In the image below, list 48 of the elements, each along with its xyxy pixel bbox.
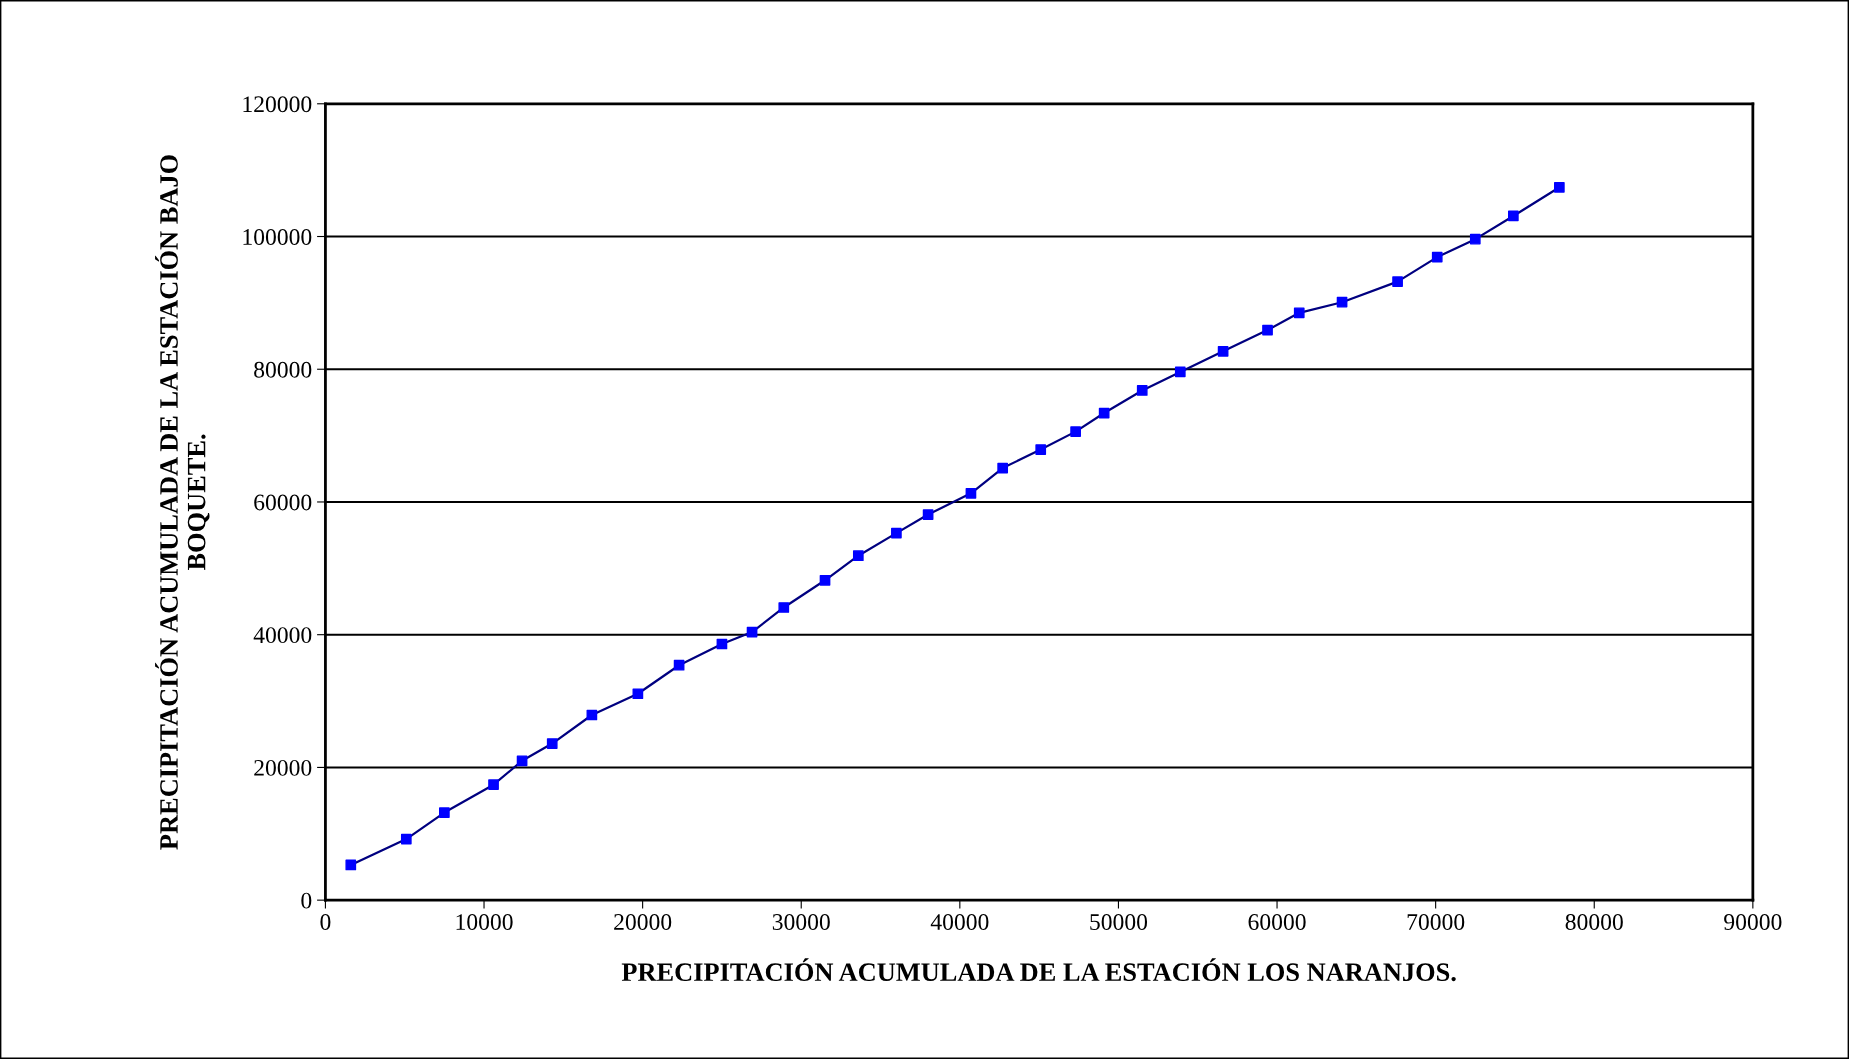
point xyxy=(1336,296,1348,308)
point xyxy=(852,550,864,562)
x-tick-label: 50000 xyxy=(1090,914,1148,930)
point xyxy=(819,574,831,586)
x-tick-label: 10000 xyxy=(456,914,513,930)
point xyxy=(1035,444,1047,455)
point xyxy=(1136,385,1148,396)
point xyxy=(488,779,499,791)
x-tick-label: 40000 xyxy=(930,914,989,930)
point xyxy=(965,487,977,499)
y-tick-label: 20000 xyxy=(254,759,312,776)
point xyxy=(1508,210,1519,222)
point xyxy=(1554,182,1565,193)
point xyxy=(632,688,644,700)
point xyxy=(439,807,450,818)
point xyxy=(1070,426,1081,437)
x-tick-label: 70000 xyxy=(1407,914,1465,930)
x-tick-label: 60000 xyxy=(1248,914,1306,930)
point xyxy=(673,659,685,671)
point xyxy=(997,462,1009,474)
x-tick-label: 30000 xyxy=(772,914,830,930)
point xyxy=(1431,251,1443,263)
y-tick-label: 100000 xyxy=(243,229,312,245)
point xyxy=(1098,407,1110,419)
x-tick-label: 80000 xyxy=(1565,914,1623,930)
y-tick-label: 120000 xyxy=(243,96,312,113)
point xyxy=(345,859,357,871)
y-axis-title: PRECIPITACIÓN ACUMULADA DE LA ESTACIÓN BAJO BOQUETE. xyxy=(155,155,210,850)
point xyxy=(1174,366,1186,378)
point xyxy=(922,509,934,520)
x-tick-label: 0 xyxy=(320,914,331,930)
point xyxy=(1392,276,1403,287)
point xyxy=(400,833,412,845)
x-axis-title: PRECIPITACIÓN ACUMULADA DE LA ESTACIÓN LOS NARANJOS. xyxy=(621,958,1456,982)
point xyxy=(1469,233,1481,245)
x-tick-label: 90000 xyxy=(1724,914,1782,930)
point xyxy=(516,755,528,767)
point xyxy=(891,527,902,539)
point xyxy=(1217,345,1229,357)
y-tick-label: 60000 xyxy=(254,494,312,511)
y-tick-label: 80000 xyxy=(254,361,312,378)
point xyxy=(546,738,558,749)
y-tick-label: 0 xyxy=(301,892,312,909)
point xyxy=(778,602,790,613)
y-tick-label: 40000 xyxy=(253,627,312,644)
point xyxy=(1293,307,1305,319)
point xyxy=(1262,324,1273,336)
x-tick-label: 20000 xyxy=(614,914,672,930)
